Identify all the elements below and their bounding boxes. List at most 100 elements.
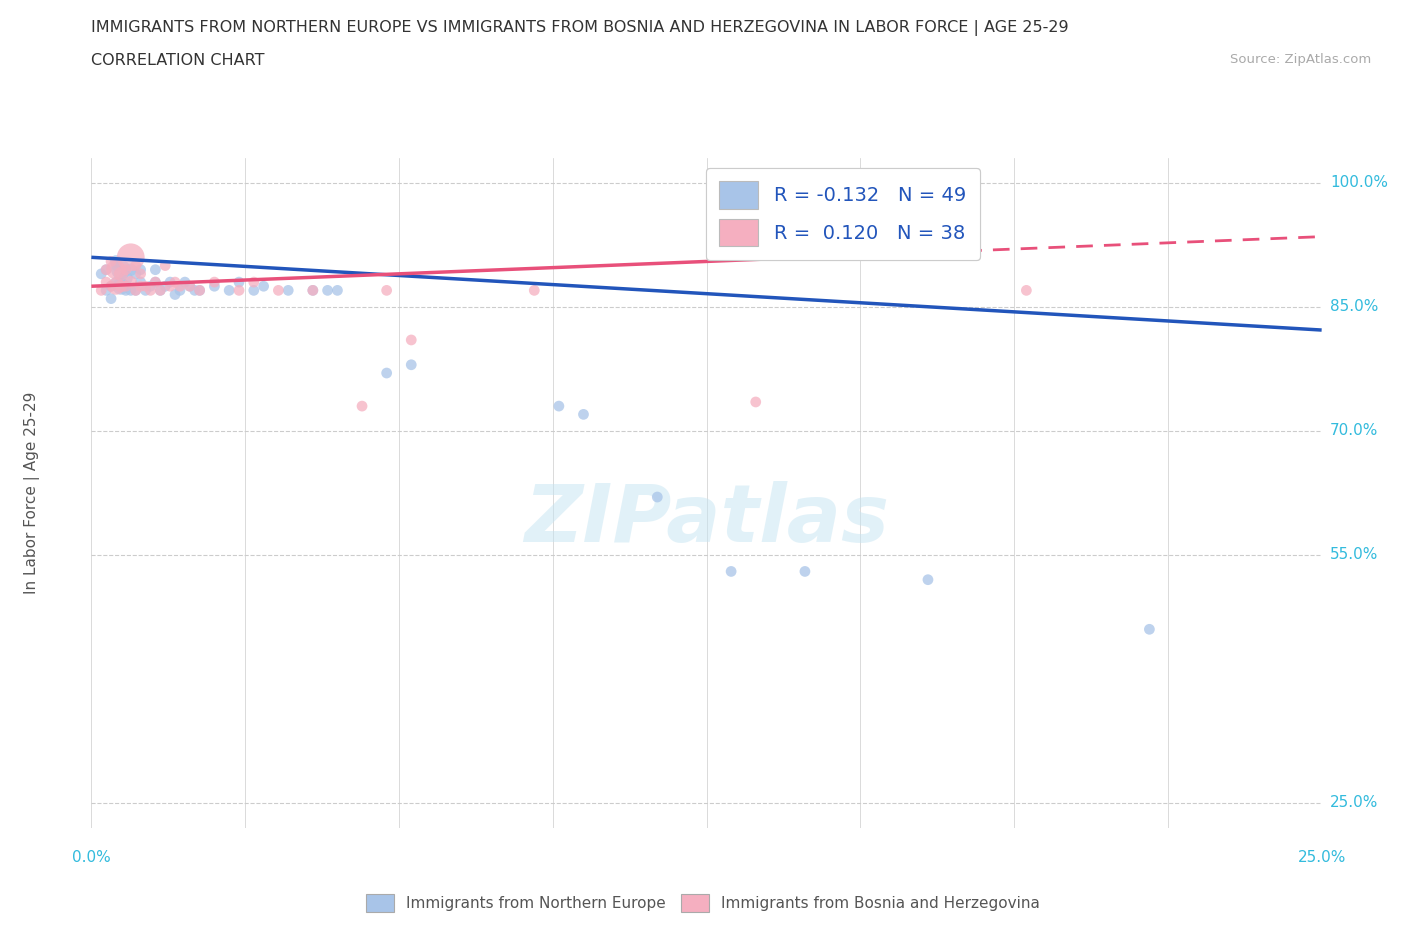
Point [124, 283, 146, 298]
Point [547, 399, 569, 414]
Point [179, 279, 201, 294]
Point [375, 283, 398, 298]
Text: 25.0%: 25.0% [1298, 850, 1346, 865]
Point [645, 489, 669, 504]
Point [267, 283, 290, 298]
Point [202, 279, 225, 294]
Point [917, 572, 939, 587]
Text: IMMIGRANTS FROM NORTHERN EUROPE VS IMMIGRANTS FROM BOSNIA AND HERZEGOVINA IN LAB: IMMIGRANTS FROM NORTHERN EUROPE VS IMMIG… [91, 20, 1069, 36]
Point [90, 283, 112, 298]
Text: 85.0%: 85.0% [1330, 299, 1378, 314]
Point [110, 279, 132, 294]
Point [124, 266, 146, 281]
Point [188, 283, 211, 298]
Point [114, 279, 138, 294]
Point [153, 259, 177, 273]
Point [145, 274, 166, 289]
Point [316, 283, 339, 298]
Point [326, 283, 349, 298]
Point [110, 279, 132, 294]
Point [793, 564, 815, 578]
Point [105, 274, 127, 289]
Point [139, 283, 162, 298]
Point [100, 279, 122, 294]
Point [149, 283, 172, 298]
Point [174, 274, 197, 289]
Point [572, 407, 595, 422]
Point [96, 274, 117, 289]
Point [96, 262, 117, 277]
Point [110, 262, 132, 277]
Point [179, 279, 201, 294]
Point [153, 279, 177, 294]
Point [124, 283, 146, 298]
Point [375, 365, 398, 380]
Point [124, 259, 146, 273]
Point [169, 283, 191, 298]
Point [105, 259, 127, 273]
Point [105, 279, 127, 294]
Point [301, 283, 323, 298]
Point [145, 262, 166, 277]
Point [1015, 283, 1038, 298]
Point [188, 283, 211, 298]
Text: 25.0%: 25.0% [1330, 795, 1378, 810]
Point [745, 394, 768, 409]
Point [120, 262, 142, 277]
Point [129, 274, 152, 289]
Point [149, 283, 172, 298]
Text: 0.0%: 0.0% [72, 850, 111, 865]
Legend: R = -0.132   N = 49, R =  0.120   N = 38: R = -0.132 N = 49, R = 0.120 N = 38 [706, 167, 980, 259]
Point [90, 266, 112, 281]
Point [145, 274, 166, 289]
Point [100, 254, 122, 269]
Point [129, 262, 152, 277]
Point [277, 283, 299, 298]
Point [100, 291, 122, 306]
Point [159, 279, 181, 294]
Point [100, 279, 122, 294]
Point [120, 283, 142, 298]
Point [352, 399, 374, 414]
Text: ZIPatlas: ZIPatlas [524, 481, 889, 559]
Point [228, 274, 250, 289]
Point [110, 266, 132, 281]
Point [135, 283, 156, 298]
Point [139, 279, 162, 294]
Point [96, 283, 117, 298]
Point [135, 279, 156, 294]
Point [301, 283, 323, 298]
Text: 55.0%: 55.0% [1330, 548, 1378, 563]
Text: Source: ZipAtlas.com: Source: ZipAtlas.com [1230, 53, 1371, 66]
Point [523, 283, 546, 298]
Point [720, 564, 742, 578]
Point [242, 283, 264, 298]
Point [218, 283, 240, 298]
Point [399, 333, 422, 348]
Point [163, 287, 186, 302]
Point [242, 274, 264, 289]
Point [120, 274, 142, 289]
Point [129, 266, 152, 281]
Point [129, 279, 152, 294]
Point [169, 279, 191, 294]
Point [159, 274, 181, 289]
Point [202, 274, 225, 289]
Point [163, 274, 186, 289]
Text: 100.0%: 100.0% [1330, 176, 1388, 191]
Point [183, 283, 207, 298]
Point [114, 262, 138, 277]
Point [399, 357, 422, 372]
Point [114, 271, 138, 286]
Text: 70.0%: 70.0% [1330, 423, 1378, 438]
Point [105, 254, 127, 269]
Point [253, 279, 276, 294]
Text: In Labor Force | Age 25-29: In Labor Force | Age 25-29 [24, 392, 41, 594]
Point [228, 283, 250, 298]
Point [120, 250, 142, 265]
Point [114, 283, 138, 298]
Point [96, 262, 117, 277]
Text: CORRELATION CHART: CORRELATION CHART [91, 53, 264, 68]
Point [1139, 622, 1161, 637]
Legend: Immigrants from Northern Europe, Immigrants from Bosnia and Herzegovina: Immigrants from Northern Europe, Immigra… [360, 888, 1046, 918]
